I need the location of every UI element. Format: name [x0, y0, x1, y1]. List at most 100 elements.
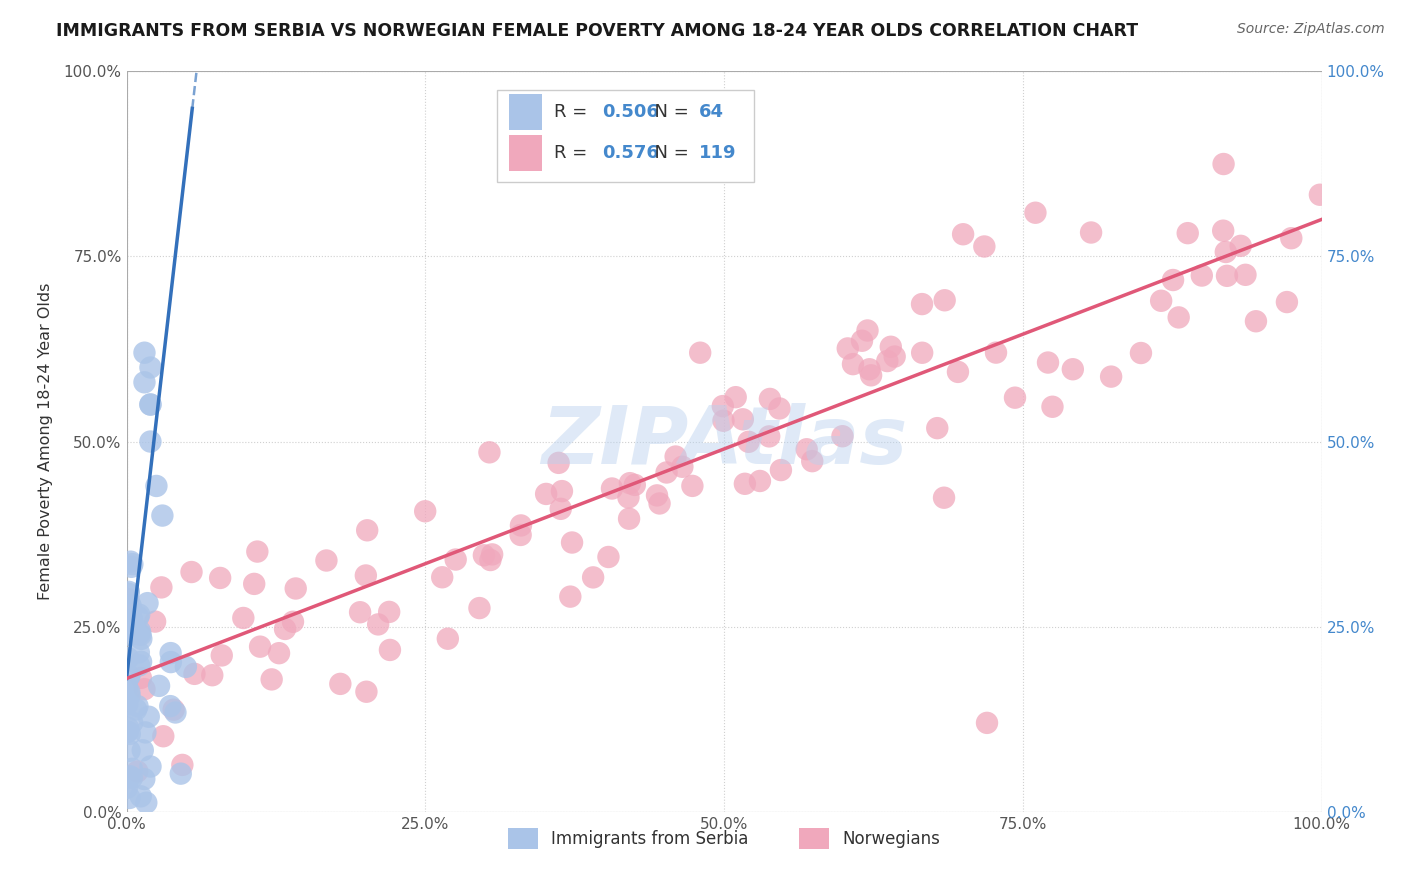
Point — [117, 721, 139, 735]
Point — [724, 390, 747, 404]
Point — [645, 488, 668, 502]
Text: 0.506: 0.506 — [602, 103, 659, 121]
Legend: Immigrants from Serbia, Norwegians: Immigrants from Serbia, Norwegians — [502, 822, 946, 855]
Point — [118, 684, 141, 698]
Point — [143, 615, 166, 629]
Point — [1234, 268, 1257, 282]
Text: N =: N = — [643, 103, 695, 121]
Point — [1129, 346, 1152, 360]
Point — [115, 724, 138, 739]
Point — [1244, 314, 1267, 328]
Point — [120, 769, 142, 783]
Point — [478, 445, 501, 459]
Point — [121, 612, 143, 626]
Point — [1212, 157, 1234, 171]
Point — [201, 668, 224, 682]
Point — [551, 484, 574, 499]
Point — [118, 689, 141, 703]
Point — [737, 434, 759, 449]
Text: N =: N = — [643, 144, 695, 161]
Point — [121, 762, 143, 776]
Point — [148, 679, 170, 693]
Point — [117, 651, 139, 665]
Point — [260, 673, 283, 687]
Point — [801, 454, 824, 468]
Point — [876, 354, 898, 368]
Point — [432, 570, 454, 584]
Point — [115, 682, 138, 697]
Point — [315, 553, 337, 567]
Point — [118, 585, 141, 599]
Point — [121, 771, 143, 785]
Point — [648, 496, 671, 510]
Point — [170, 766, 193, 780]
Point — [243, 577, 266, 591]
Point — [209, 571, 232, 585]
Point — [509, 528, 531, 542]
Point — [468, 601, 491, 615]
Point — [128, 607, 150, 622]
Point — [183, 666, 205, 681]
FancyBboxPatch shape — [498, 90, 754, 183]
Point — [1229, 239, 1251, 253]
Point — [749, 474, 772, 488]
Point — [329, 677, 352, 691]
Point — [129, 628, 152, 642]
Point — [129, 671, 152, 685]
Point — [619, 476, 641, 491]
Point — [135, 796, 157, 810]
Point — [1150, 293, 1173, 308]
Point — [1062, 362, 1084, 376]
Point — [132, 743, 155, 757]
Point — [976, 715, 998, 730]
Point — [665, 450, 688, 464]
Point — [139, 398, 162, 412]
Point — [121, 557, 143, 571]
Point — [655, 466, 678, 480]
Point — [883, 350, 905, 364]
Point — [842, 357, 865, 371]
Point — [481, 548, 503, 562]
Point — [165, 706, 187, 720]
Point — [134, 376, 156, 390]
Point — [281, 615, 304, 629]
Point — [1216, 268, 1239, 283]
Point — [117, 697, 139, 711]
Point — [118, 791, 141, 805]
Point — [1309, 187, 1331, 202]
Point — [246, 544, 269, 558]
Point — [139, 434, 162, 449]
Point — [115, 780, 138, 795]
Point — [129, 789, 152, 804]
Point — [731, 412, 754, 426]
Point — [117, 592, 139, 607]
Point — [1080, 226, 1102, 240]
Point — [1279, 231, 1302, 245]
Point — [118, 628, 141, 642]
Point — [128, 658, 150, 673]
Point — [129, 624, 152, 639]
Point — [128, 627, 150, 641]
Point — [274, 622, 297, 636]
Y-axis label: Female Poverty Among 18-24 Year Olds: Female Poverty Among 18-24 Year Olds — [38, 283, 52, 600]
Point — [120, 555, 142, 569]
Point — [1024, 205, 1046, 219]
Point — [139, 360, 162, 375]
Point — [911, 297, 934, 311]
Point — [534, 487, 557, 501]
Point — [134, 725, 156, 739]
Point — [681, 479, 703, 493]
Point — [582, 570, 605, 584]
Point — [150, 581, 173, 595]
Point — [734, 476, 756, 491]
Point — [139, 759, 162, 773]
Point — [139, 398, 162, 412]
Point — [831, 429, 853, 443]
Point — [1004, 391, 1026, 405]
Point — [180, 565, 202, 579]
Point — [973, 239, 995, 253]
Point — [117, 587, 139, 601]
Point — [129, 655, 152, 669]
Point — [127, 610, 149, 624]
Point — [437, 632, 460, 646]
